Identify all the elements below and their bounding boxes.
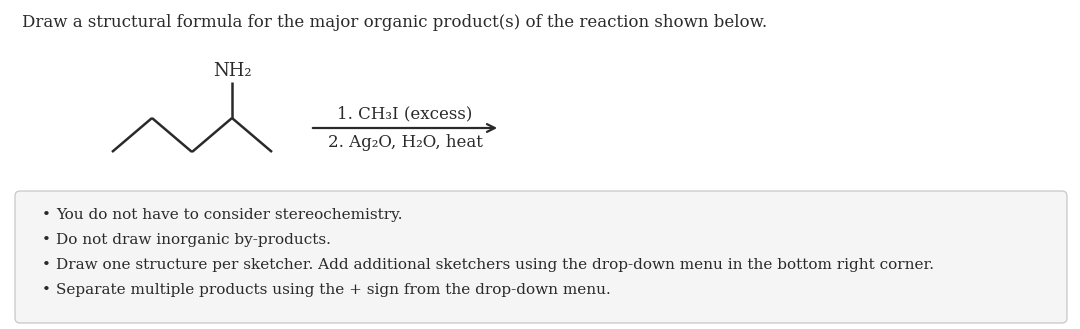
FancyBboxPatch shape — [15, 191, 1067, 323]
Text: Draw a structural formula for the major organic product(s) of the reaction shown: Draw a structural formula for the major … — [22, 14, 767, 31]
Text: You do not have to consider stereochemistry.: You do not have to consider stereochemis… — [56, 208, 403, 222]
Text: NH₂: NH₂ — [213, 62, 252, 80]
Text: 1. CH₃I (excess): 1. CH₃I (excess) — [337, 105, 473, 122]
Text: •: • — [42, 233, 51, 247]
Text: •: • — [42, 208, 51, 222]
Text: 2. Ag₂O, H₂O, heat: 2. Ag₂O, H₂O, heat — [327, 134, 483, 151]
Text: •: • — [42, 283, 51, 297]
Text: •: • — [42, 258, 51, 272]
Text: Separate multiple products using the + sign from the drop-down menu.: Separate multiple products using the + s… — [56, 283, 611, 297]
Text: Draw one structure per sketcher. Add additional sketchers using the drop-down me: Draw one structure per sketcher. Add add… — [56, 258, 934, 272]
Text: Do not draw inorganic by-products.: Do not draw inorganic by-products. — [56, 233, 330, 247]
